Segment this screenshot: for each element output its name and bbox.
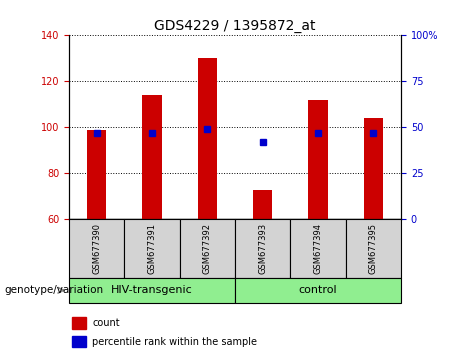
- Bar: [87, 130, 106, 219]
- Bar: [235, 219, 290, 278]
- Text: GSM677394: GSM677394: [313, 223, 323, 274]
- Text: GSM677391: GSM677391: [148, 223, 157, 274]
- Bar: [69, 219, 124, 278]
- Bar: [198, 58, 217, 219]
- Bar: [72, 317, 86, 329]
- Text: GSM677393: GSM677393: [258, 223, 267, 274]
- Bar: [180, 219, 235, 278]
- Text: GSM677392: GSM677392: [203, 223, 212, 274]
- Text: GSM677390: GSM677390: [92, 223, 101, 274]
- Text: genotype/variation: genotype/variation: [5, 285, 104, 295]
- Text: count: count: [92, 318, 120, 328]
- Text: HIV-transgenic: HIV-transgenic: [111, 285, 193, 295]
- Bar: [69, 278, 235, 303]
- Text: control: control: [299, 285, 337, 295]
- Bar: [72, 336, 86, 347]
- Bar: [346, 219, 401, 278]
- Text: percentile rank within the sample: percentile rank within the sample: [92, 337, 257, 347]
- Title: GDS4229 / 1395872_at: GDS4229 / 1395872_at: [154, 19, 316, 33]
- Bar: [308, 100, 328, 219]
- Bar: [290, 219, 346, 278]
- Bar: [253, 189, 272, 219]
- Bar: [142, 95, 162, 219]
- Bar: [124, 219, 180, 278]
- Text: GSM677395: GSM677395: [369, 223, 378, 274]
- Bar: [364, 118, 383, 219]
- Bar: [235, 278, 401, 303]
